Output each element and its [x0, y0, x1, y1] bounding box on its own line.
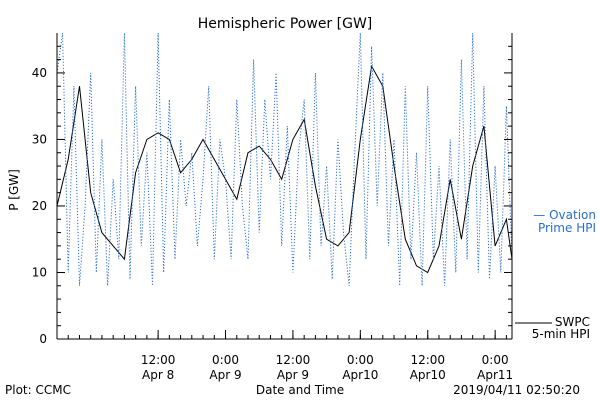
y-tick-label: 10	[32, 265, 47, 279]
y-tick-label: 40	[32, 66, 47, 80]
x-tick-time-label: 12:00	[276, 353, 311, 367]
x-tick-date-label: Apr11	[477, 368, 513, 382]
plot-timestamp: 2019/04/11 02:50:20	[453, 383, 580, 397]
x-tick-date-label: Apr 8	[142, 368, 174, 382]
series-line-0	[56, 64, 513, 274]
x-axis-label: Date and Time	[256, 383, 344, 397]
legend-swpc-label-2: 5-min HPI	[532, 327, 590, 341]
axes	[56, 33, 513, 340]
series-layer	[56, 32, 513, 286]
y-axis-label: P [GW]	[7, 169, 21, 211]
x-tick-time-label: 0:00	[347, 353, 374, 367]
legend-swpc-label: SWPC	[555, 315, 590, 329]
y-tick-label: 20	[32, 199, 47, 213]
x-tick-time-label: 12:00	[410, 353, 445, 367]
legend-ovation-label-2: Prime HPI	[538, 221, 596, 235]
x-tick-time-label: 0:00	[482, 353, 509, 367]
y-axis-label-group: P [GW]	[7, 169, 21, 211]
x-tick-date-label: Apr 9	[277, 368, 309, 382]
y-tick-label: 0	[39, 332, 47, 346]
plot-credit: Plot: CCMC	[5, 383, 71, 397]
x-tick-date-label: Apr10	[410, 368, 446, 382]
legend-ovation-label: — Ovation	[533, 208, 596, 222]
x-tick-date-label: Apr10	[342, 368, 378, 382]
y-tick-label: 30	[32, 132, 47, 146]
x-tick-time-label: 12:00	[141, 353, 176, 367]
x-tick-time-label: 0:00	[212, 353, 239, 367]
x-tick-date-label: Apr 9	[209, 368, 241, 382]
series-line-1	[56, 32, 513, 286]
chart-title: Hemispheric Power [GW]	[198, 16, 373, 32]
